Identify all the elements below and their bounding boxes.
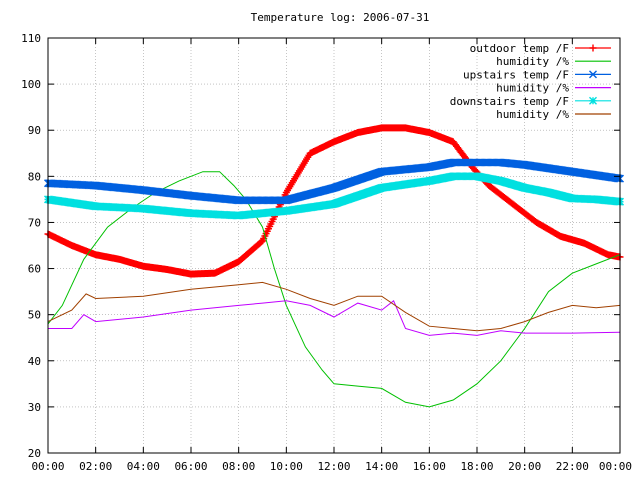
x-tick-label: 06:00: [174, 460, 207, 473]
x-tick-label: 14:00: [365, 460, 398, 473]
legend-label: humidity /%: [496, 55, 569, 68]
y-tick-label: 40: [28, 355, 41, 368]
y-tick-label: 80: [28, 170, 41, 183]
series-2: [47, 171, 621, 408]
legend-label: humidity /%: [496, 108, 569, 121]
y-tick-label: 30: [28, 401, 41, 414]
series-line: [48, 300, 621, 336]
y-tick-label: 90: [28, 124, 41, 137]
series-4: [48, 300, 621, 336]
x-tick-label: 04:00: [127, 460, 160, 473]
series-line: [47, 171, 621, 408]
x-tick-label: 00:00: [31, 460, 64, 473]
x-tick-label: 10:00: [270, 460, 303, 473]
axis-ticks: 20 30 40 50 60 70 80 90 100 110 00:00 02:00 04:00 06:…: [21, 32, 632, 473]
x-tick-label: 16:00: [413, 460, 446, 473]
x-tick-label: 12:00: [317, 460, 350, 473]
y-tick-label: 100: [21, 78, 41, 91]
series-line: [47, 281, 621, 332]
x-tick-label: 20:00: [508, 460, 541, 473]
y-tick-label: 60: [28, 263, 41, 276]
legend-label: humidity /%: [496, 82, 569, 95]
legend-label: outdoor temp /F: [470, 42, 569, 55]
legend-label: upstairs temp /F: [463, 68, 569, 81]
series-6: [47, 281, 621, 332]
series-layer: [43, 124, 625, 408]
legend-marker: [589, 96, 597, 105]
legend-marker: [589, 70, 597, 79]
legend-label: downstairs temp /F: [450, 95, 569, 108]
y-tick-label: 110: [21, 32, 41, 45]
grid: [48, 38, 620, 453]
y-tick-label: 70: [28, 216, 41, 229]
y-tick-label: 20: [28, 447, 41, 460]
x-tick-label: 00:00: [599, 460, 632, 473]
x-tick-label: 08:00: [222, 460, 255, 473]
series-3: [43, 158, 625, 205]
x-tick-label: 02:00: [79, 460, 112, 473]
x-tick-label: 22:00: [556, 460, 589, 473]
x-tick-label: 18:00: [460, 460, 493, 473]
chart-title: Temperature log: 2006-07-31: [251, 11, 430, 24]
y-tick-label: 50: [28, 309, 41, 322]
legend-marker: [589, 44, 597, 52]
